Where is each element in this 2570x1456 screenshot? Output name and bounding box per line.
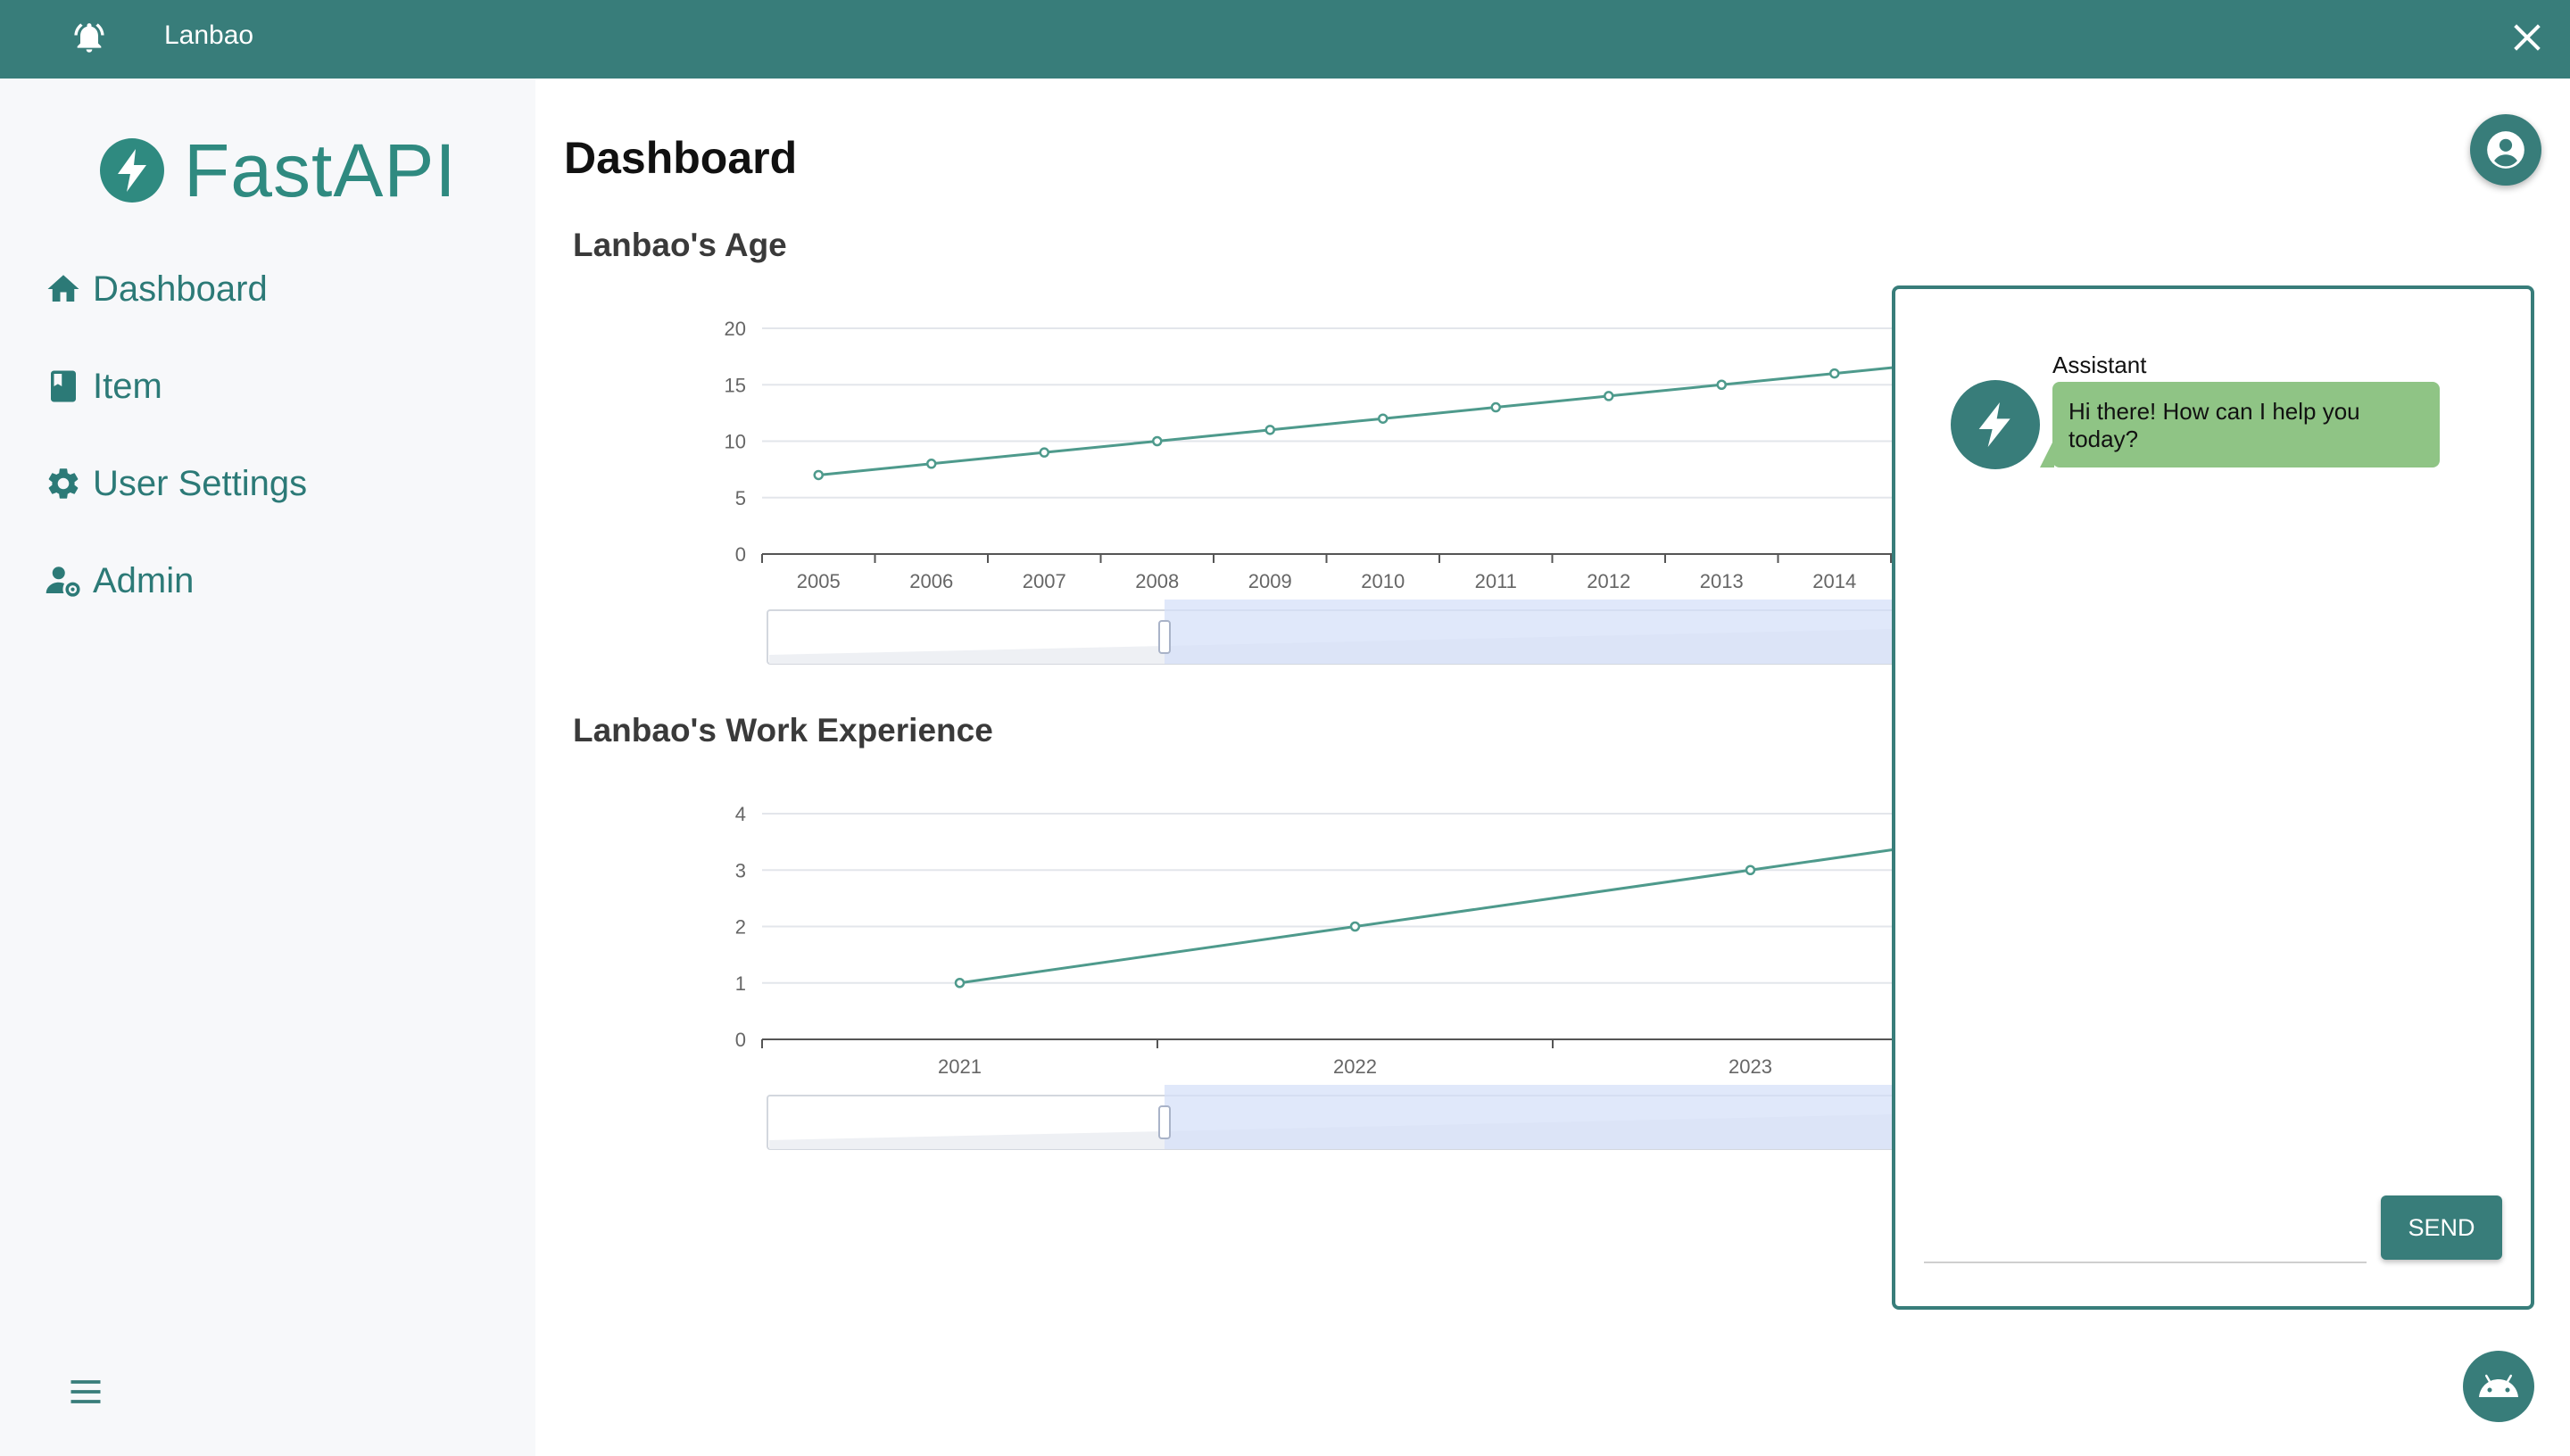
x-tick-label: 2010: [1361, 570, 1405, 592]
logo-text: FastAPI: [184, 128, 457, 212]
y-tick-label: 4: [735, 803, 746, 825]
x-tick-label: 2022: [1333, 1055, 1377, 1078]
data-point: [1039, 447, 1049, 458]
data-point: [1378, 413, 1389, 424]
data-point: [813, 469, 824, 481]
data-point: [1490, 401, 1501, 413]
chat-panel: Assistant Hi there! How can I help you t…: [1892, 285, 2534, 1310]
top-bar: Lanbao: [0, 0, 2570, 79]
sidebar-item-user-settings[interactable]: User Settings: [45, 457, 307, 510]
y-tick-label: 2: [735, 916, 746, 939]
zoom-slider-selection: [1165, 600, 1928, 664]
sidebar: FastAPI Dashboard Item User Settings Adm…: [0, 79, 535, 1456]
x-tick-label: 2007: [1023, 570, 1066, 592]
x-tick-label: 2008: [1135, 570, 1179, 592]
admin-icon: [46, 567, 80, 597]
menu-icon[interactable]: [66, 1372, 105, 1411]
sidebar-item-label: Admin: [93, 560, 195, 600]
gear-icon: [48, 468, 79, 499]
zoom-slider-selection: [1165, 1085, 1928, 1149]
send-button[interactable]: SEND: [2381, 1195, 2502, 1260]
x-tick-label: 2011: [1475, 570, 1517, 592]
close-icon[interactable]: [2509, 20, 2545, 55]
sidebar-item-label: User Settings: [93, 463, 308, 503]
x-tick-label: 2006: [909, 570, 953, 592]
y-tick-label: 10: [725, 431, 746, 453]
series-line: [818, 362, 1928, 476]
y-tick-label: 0: [735, 1029, 746, 1051]
user-menu-button[interactable]: [2470, 114, 2541, 186]
data-point: [954, 978, 966, 989]
android-icon: [2479, 1374, 2518, 1397]
main-content: Dashboard Lanbao's Age Lanbao's Work Exp…: [535, 79, 2570, 1456]
chart-title-age: Lanbao's Age: [573, 227, 787, 263]
data-point: [1349, 921, 1361, 932]
sidebar-item-label: Dashboard: [93, 269, 268, 309]
data-point: [1264, 425, 1275, 435]
x-tick-label: 2021: [938, 1055, 982, 1078]
data-point: [1829, 368, 1840, 379]
sidebar-item-dashboard[interactable]: Dashboard: [45, 262, 268, 316]
y-tick-label: 15: [725, 374, 746, 396]
chat-bubble-tail: [2040, 439, 2054, 467]
data-point: [926, 459, 937, 469]
account-circle-icon: [2487, 131, 2524, 169]
assistant-avatar: [1951, 380, 2040, 469]
book-icon: [51, 370, 76, 402]
x-tick-label: 2005: [797, 570, 841, 592]
x-tick-label: 2014: [1812, 570, 1856, 592]
series-line: [959, 843, 1928, 985]
home-icon: [47, 275, 79, 302]
x-tick-label: 2009: [1248, 570, 1292, 592]
y-tick-label: 20: [725, 318, 746, 340]
x-tick-label: 2012: [1587, 570, 1630, 592]
fastapi-logo-icon: [100, 138, 164, 203]
zoom-slider-handle: [1158, 620, 1171, 654]
chatbot-toggle-button[interactable]: [2463, 1351, 2534, 1422]
chat-message-bubble: Hi there! How can I help you today?: [2052, 382, 2440, 467]
fastapi-logo: FastAPI: [100, 128, 457, 212]
fastapi-logo-icon: [1978, 402, 2010, 447]
x-tick-label: 2023: [1729, 1055, 1772, 1078]
data-point: [1745, 864, 1756, 875]
sidebar-item-item[interactable]: Item: [45, 360, 162, 413]
sidebar-item-admin[interactable]: Admin: [45, 554, 194, 608]
chart-title-work-experience: Lanbao's Work Experience: [573, 712, 993, 749]
data-point: [1604, 391, 1614, 401]
data-point: [1152, 435, 1163, 447]
x-tick-label: 2013: [1700, 570, 1744, 592]
chat-message-input[interactable]: [1924, 1197, 2367, 1263]
page-title: Dashboard: [564, 133, 798, 183]
chat-sender-name: Assistant: [2052, 352, 2147, 378]
notification-bell-icon[interactable]: [71, 20, 107, 55]
y-tick-label: 3: [735, 859, 746, 881]
zoom-slider-handle: [1158, 1105, 1171, 1139]
app-title: Lanbao: [164, 21, 254, 50]
sidebar-item-label: Item: [93, 366, 162, 406]
data-point: [1716, 379, 1727, 390]
y-tick-label: 0: [735, 543, 746, 566]
y-tick-label: 1: [735, 972, 746, 995]
y-tick-label: 5: [735, 487, 746, 509]
